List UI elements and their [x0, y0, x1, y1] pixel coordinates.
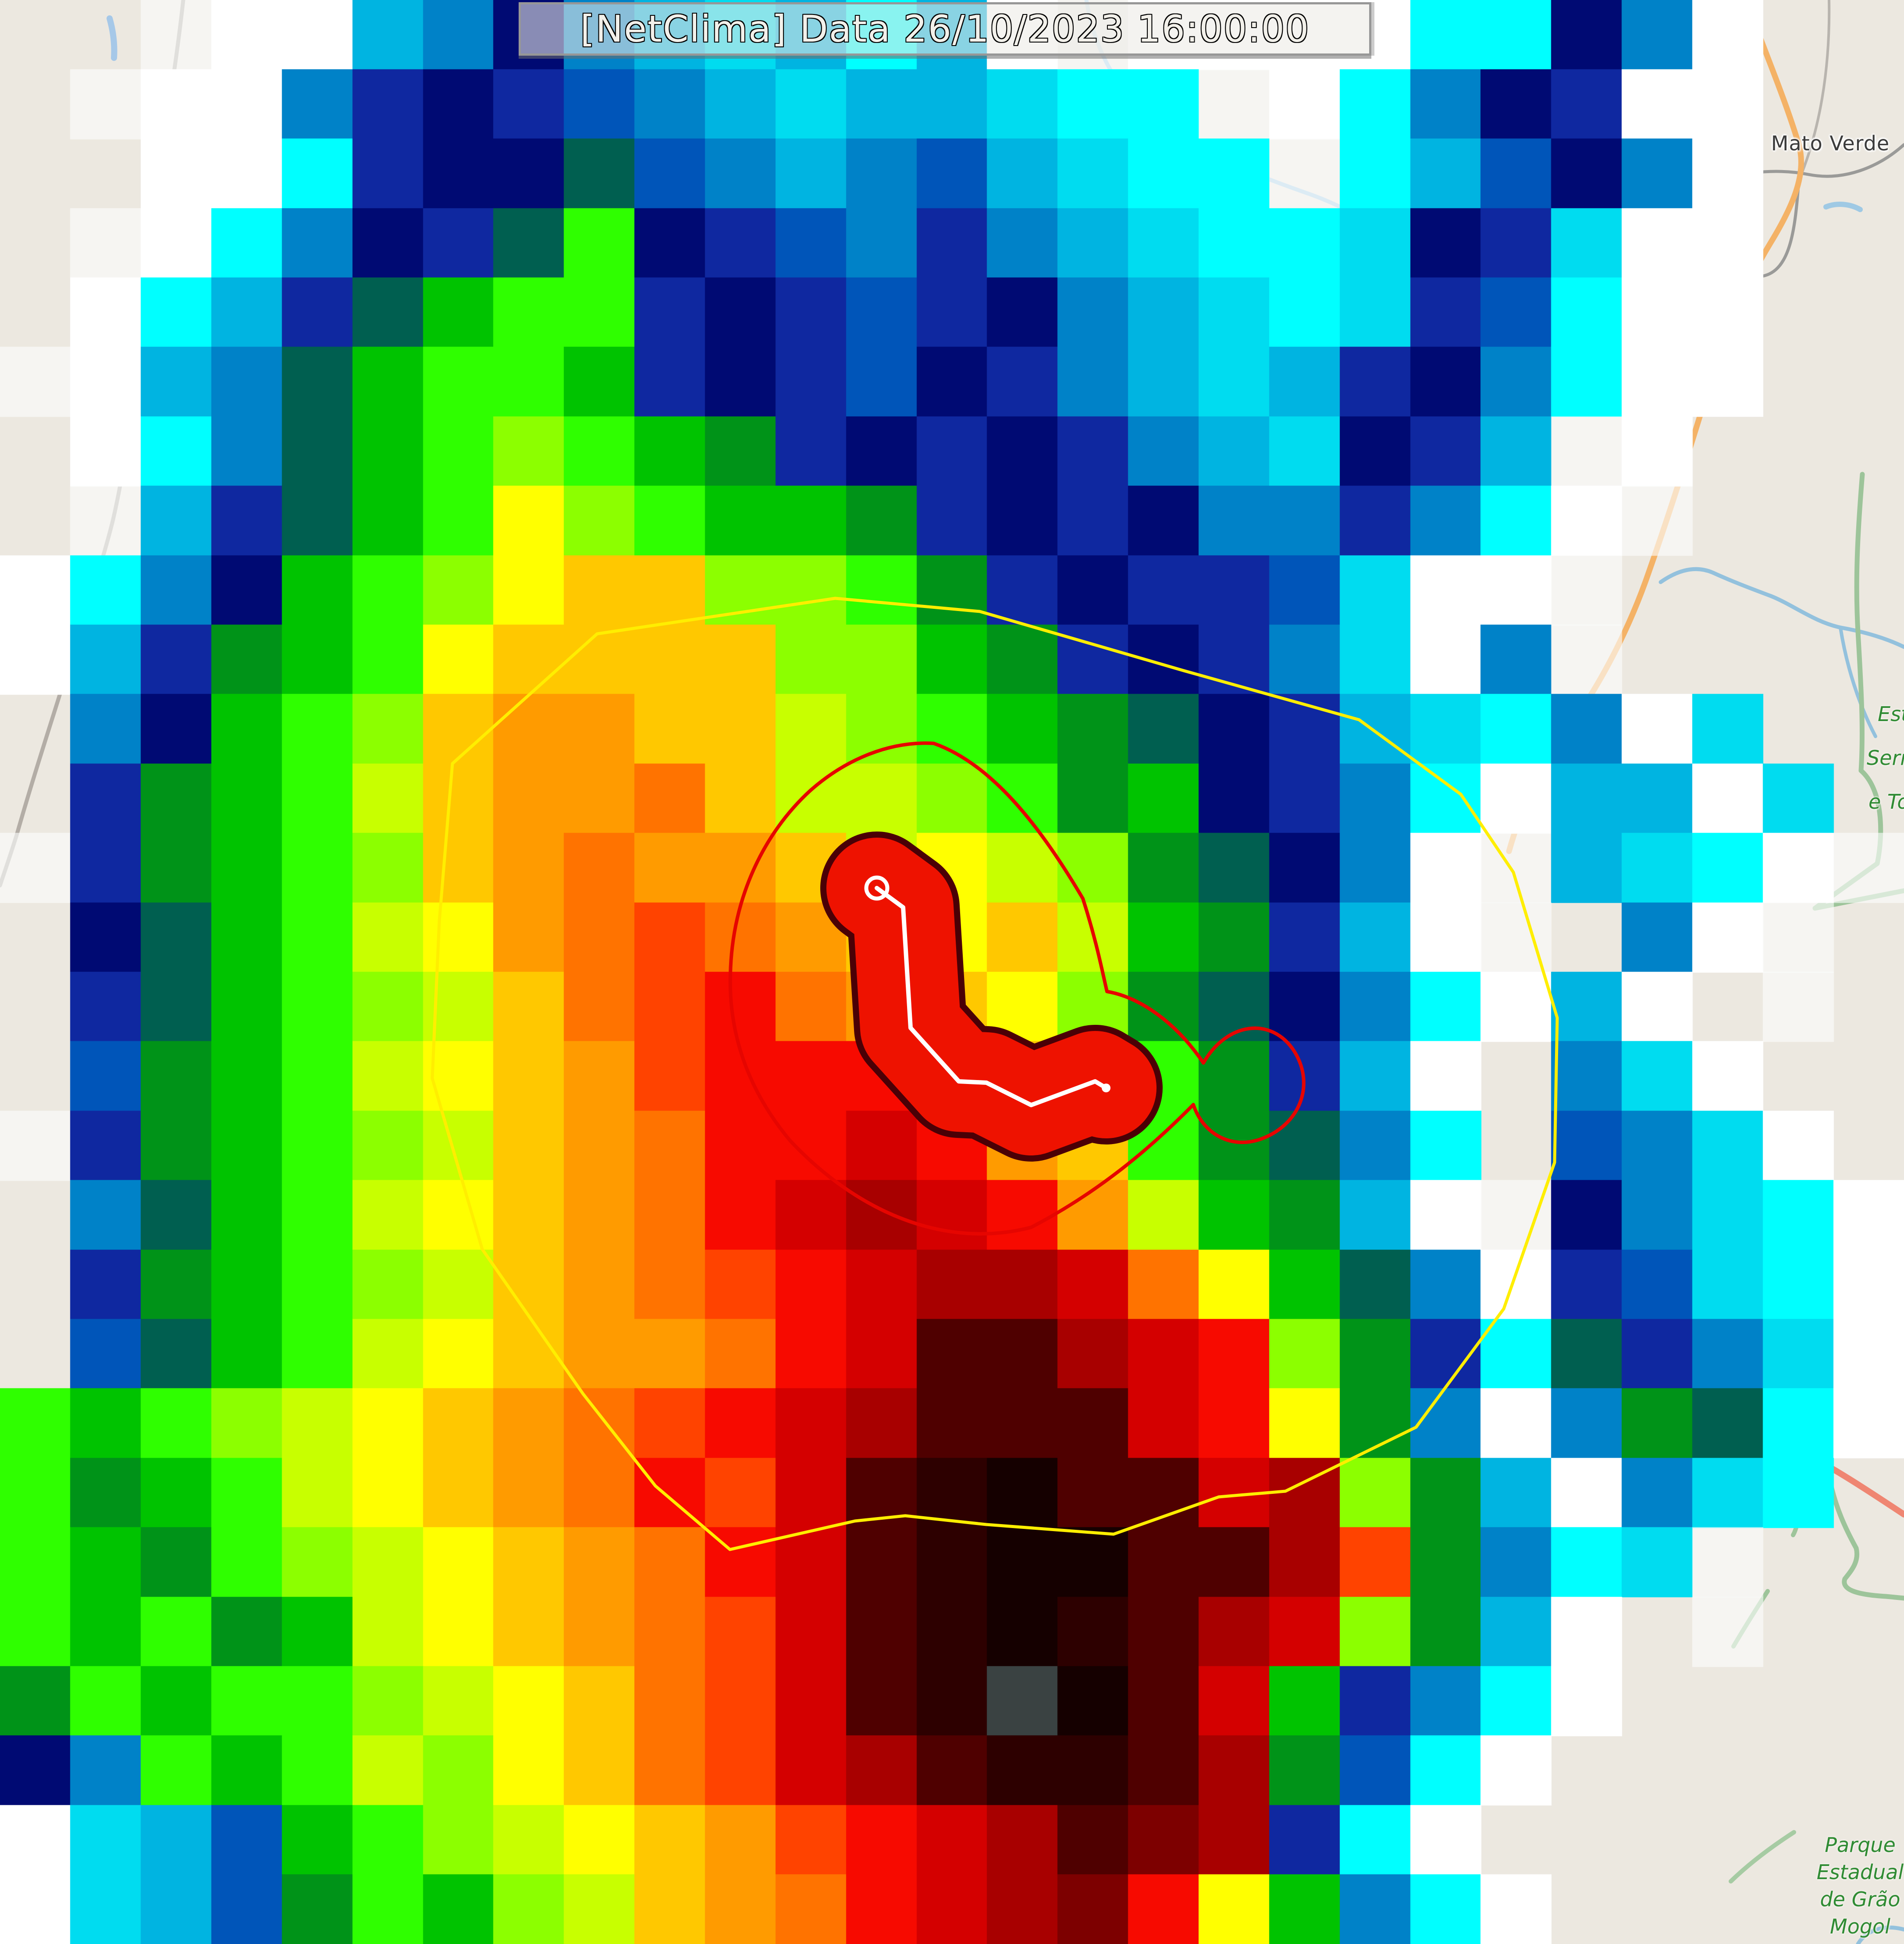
- track-start-marker: [864, 875, 890, 901]
- contour-middle-red: [728, 741, 1306, 1236]
- track-end-marker: [1102, 1084, 1110, 1092]
- timestamp-title-bar: [NetClima] Data 26/10/2023 16:00:00: [519, 2, 1371, 56]
- contour-inner-dark-capsule-fill: [826, 838, 1157, 1155]
- timestamp-title-text: [NetClima] Data 26/10/2023 16:00:00: [580, 7, 1310, 50]
- contour-outer-yellow: [431, 597, 1559, 1551]
- storm-track: [875, 886, 1108, 1107]
